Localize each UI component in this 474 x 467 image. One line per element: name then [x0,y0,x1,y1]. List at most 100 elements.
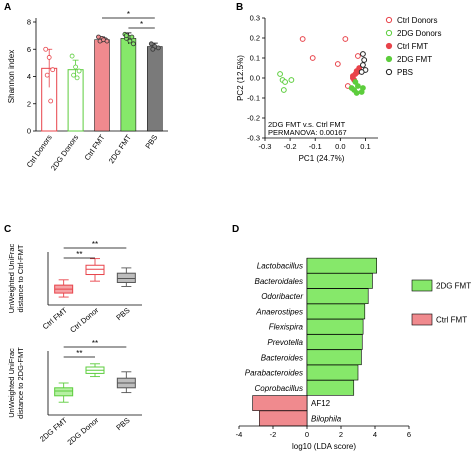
panel-b-legend-marker [385,55,393,63]
panel-b-data-point [342,36,349,42]
panel-b-annotation-line: PERMANOVA: 0.00167 [268,128,347,137]
panel-b-legend-marker [385,29,393,37]
panel-c-top-x-tick-label: Ctrl FMT [41,305,69,331]
panel-d-x-tick-label: 0 [305,430,309,439]
panel-b-letter: B [236,2,243,13]
panel-a-data-point [127,38,133,44]
panel-b-y-tick-label: -0.2 [247,114,260,123]
panel-c-top-significance-label: ** [76,250,82,259]
panel-c-top-box [85,264,105,276]
panel-b-x-tick-label: -0.1 [309,142,322,151]
panel-a-data-point [73,64,78,70]
panel-a-bar [94,39,110,132]
panel-d-x-tick-label: -4 [236,430,243,439]
panel-b-y-axis-label: PC2 (12.5%) [236,55,245,101]
panel-c-top-box [116,272,136,283]
panel-d-bar [306,364,359,381]
panel-d-bar [252,395,308,411]
panel-d-bar [306,303,366,320]
panel-c-unifrac-2dg-boxplot: UnWeighted UniFrac distance to 2DG-FMT 2DG… [7,339,142,447]
panel-a-x-tick-label: PBS [143,133,159,150]
panel-d-legend-swatch [411,313,433,326]
panel-b-x-tick-label: -0.3 [259,142,272,151]
panel-a-data-point [44,72,50,78]
panel-b-y-tick-label: -0.3 [247,134,260,143]
panel-d-legend-swatch [411,279,433,292]
panel-d-taxon-label: Odoribacter [261,292,303,301]
panel-a-y-tick-label: 8 [27,18,31,27]
panel-b-data-point [360,62,366,68]
panel-a-bar [147,46,163,132]
panel-d-taxon-label: Coprobacillus [255,384,303,393]
panel-c-top-x-tick-label: PBS [114,306,131,323]
panel-d-legend-label: 2DG FMT [436,282,471,291]
panel-c-top-significance-label: ** [92,240,98,249]
panel-c-bottom-y-axis-label: UnWeighted UniFrac [7,348,16,418]
panel-d-taxon-label: Parabacteroides [245,369,303,378]
panel-d-bar [306,318,364,335]
panel-a-data-point [74,75,80,81]
panel-b-legend-label: PBS [397,68,413,77]
panel-d-letter: D [232,224,239,235]
panel-a-x-tick-label: Ctrl FMT [83,133,107,162]
panel-b-data-point [282,79,288,85]
panel-a-data-point [130,41,136,47]
panel-b-data-point [355,83,361,89]
panel-a-data-point [71,72,76,78]
panel-a-x-tick-label: 2DG FMT [107,133,133,165]
panel-a-data-point [155,45,161,51]
panel-b-x-tick-label: -0.2 [284,142,297,151]
panel-d-bar [306,288,369,304]
panel-d-taxon-label: Prevotella [267,338,303,347]
panel-a-data-point [150,46,156,52]
panel-a-data-point [104,38,110,44]
panel-d-legend-label: Ctrl FMT [436,316,467,325]
panel-d-bar [306,257,377,274]
panel-a-significance-label: * [127,10,130,19]
panel-a-data-point [129,34,135,40]
panel-a-y-tick-label: 4 [27,72,31,81]
panel-b-legend-label: Ctrl FMT [397,42,428,51]
panel-d-taxon-label: Bilophila [311,414,342,423]
panel-b-x-tick-label: 0.0 [335,142,345,151]
panel-d-x-tick-label: -2 [270,430,277,439]
panel-b-data-point [288,77,295,83]
panel-b-data-point [353,90,360,96]
panel-d-x-tick-label: 4 [373,430,377,439]
panel-d-x-tick-label: 2 [339,430,343,439]
panel-b-legend-label: Ctrl Donors [397,16,437,25]
panel-b-x-tick-label: 0.1 [360,142,370,151]
panel-d-taxon-label: Flexispira [269,323,304,332]
panel-b-legend-label: 2DG FMT [397,55,432,64]
panel-b-data-point [360,51,366,57]
panel-a-y-axis-label: Shannon index [7,50,16,103]
panel-a-data-point [69,53,75,59]
panel-a-y-tick-label: 6 [27,45,31,54]
panel-d-taxon-label: Bacteroidales [255,277,303,286]
panel-d-taxon-label: Anaerostipes [255,307,303,316]
panel-b-data-point [358,69,365,75]
panel-d-bar [306,334,363,350]
panel-b-data-point [356,65,363,71]
panel-b-data-point [361,57,368,63]
panel-b-data-point [280,87,287,93]
panel-a-data-point [46,55,52,60]
panel-c-bottom-box [54,387,74,397]
panel-c-bottom-y-axis-label: distance to 2DG-FMT [16,347,25,419]
panel-a-x-tick-label: 2DG Donors [49,133,80,173]
panel-b-data-point [334,61,341,67]
panel-d-bar [306,380,355,396]
panel-b-y-tick-label: 0.1 [250,54,260,63]
panel-c-top-x-tick-label: Ctrl Donor [68,305,100,334]
panel-d-bar [306,273,373,289]
panel-a-data-point [50,67,56,73]
panel-b-data-point [299,36,306,42]
panel-b-data-point [355,53,361,59]
panel-d-taxon-label: Bacteroides [261,353,303,362]
panel-c-bottom-x-tick-label: 2DG Donor [65,415,100,447]
panel-a-y-tick-label: 2 [27,99,31,108]
panel-a-x-tick-label: Ctrl Donors [25,133,54,169]
panel-b-legend-marker [385,16,393,24]
panel-d-taxon-label: AF12 [311,399,331,408]
